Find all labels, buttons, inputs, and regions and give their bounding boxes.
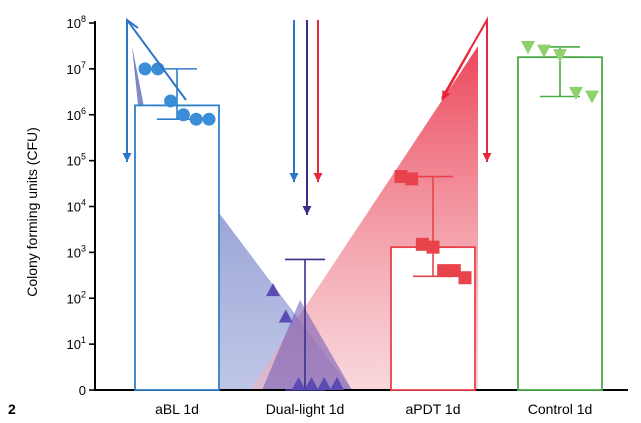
dual-red-arrow <box>313 20 323 182</box>
y-tick-label-7: 107 <box>67 60 86 77</box>
blue-light-arrow-head <box>122 153 132 162</box>
blue-light-arrow-diagonal <box>126 19 187 101</box>
y-tick-label-3: 103 <box>67 243 86 260</box>
data-point-0-4 <box>189 112 203 126</box>
data-point-1-5 <box>330 377 344 390</box>
red-light-arrow <box>482 100 492 162</box>
y-tick-label-5: 105 <box>67 152 86 169</box>
dual-purple-arrow-head <box>302 206 312 215</box>
category-label-3: Control 1d <box>528 401 593 417</box>
data-point-0-2 <box>164 94 178 108</box>
data-point-0-5 <box>202 112 216 126</box>
red-light-arrow-diagonal-shaft <box>441 49 471 101</box>
dual-blue-arrow-head <box>289 173 299 182</box>
data-point-2-0 <box>394 170 408 184</box>
blue-light-arrow <box>122 100 132 162</box>
data-point-3-1 <box>537 44 551 58</box>
red-light-arrow-diagonal <box>441 49 471 101</box>
y-tick-label-8: 108 <box>67 14 86 31</box>
category-label-1: Dual-light 1d <box>266 401 345 417</box>
data-point-1-1 <box>278 309 293 323</box>
data-point-2-4 <box>437 264 451 278</box>
data-point-1-0 <box>266 283 280 297</box>
y-axis-label: Colony forming units (CFU) <box>24 127 40 297</box>
data-point-3-0 <box>521 40 535 54</box>
red-light-arrow-diagonal-head <box>442 89 451 100</box>
dual-blue-arrow <box>289 20 299 182</box>
data-point-3-2 <box>553 49 567 63</box>
data-point-3-3 <box>569 86 583 100</box>
data-point-2-6 <box>458 271 472 285</box>
bar-0 <box>134 104 220 391</box>
panel-label: 2 <box>8 401 16 417</box>
data-point-3-4 <box>585 90 599 104</box>
arrow-layer <box>122 16 492 215</box>
data-point-1-3 <box>304 377 319 390</box>
dual-red-arrow-head <box>313 173 323 182</box>
category-label-0: aBL 1d <box>155 401 199 417</box>
data-point-0-3 <box>176 108 190 122</box>
data-point-1-2 <box>291 377 306 390</box>
dual-purple-arrow <box>302 20 312 215</box>
overlap-light-region <box>262 300 352 390</box>
data-point-2-3 <box>426 240 440 254</box>
data-point-0-0 <box>138 62 152 76</box>
y-tick-label-1: 101 <box>67 335 86 352</box>
bar-3 <box>517 56 603 391</box>
data-point-2-5 <box>447 264 461 278</box>
category-label-2: aPDT 1d <box>406 401 461 417</box>
y-tick-label-6: 106 <box>67 106 86 123</box>
y-tick-label-2: 102 <box>67 289 86 306</box>
data-point-1-4 <box>317 377 332 390</box>
data-point-2-2 <box>415 237 429 251</box>
red-light-arrow-head <box>482 153 492 162</box>
bar-layer <box>134 46 603 391</box>
data-point-2-1 <box>405 172 419 186</box>
y-tick-label-0: 0 <box>79 383 86 398</box>
y-tick-label-4: 104 <box>67 198 86 215</box>
